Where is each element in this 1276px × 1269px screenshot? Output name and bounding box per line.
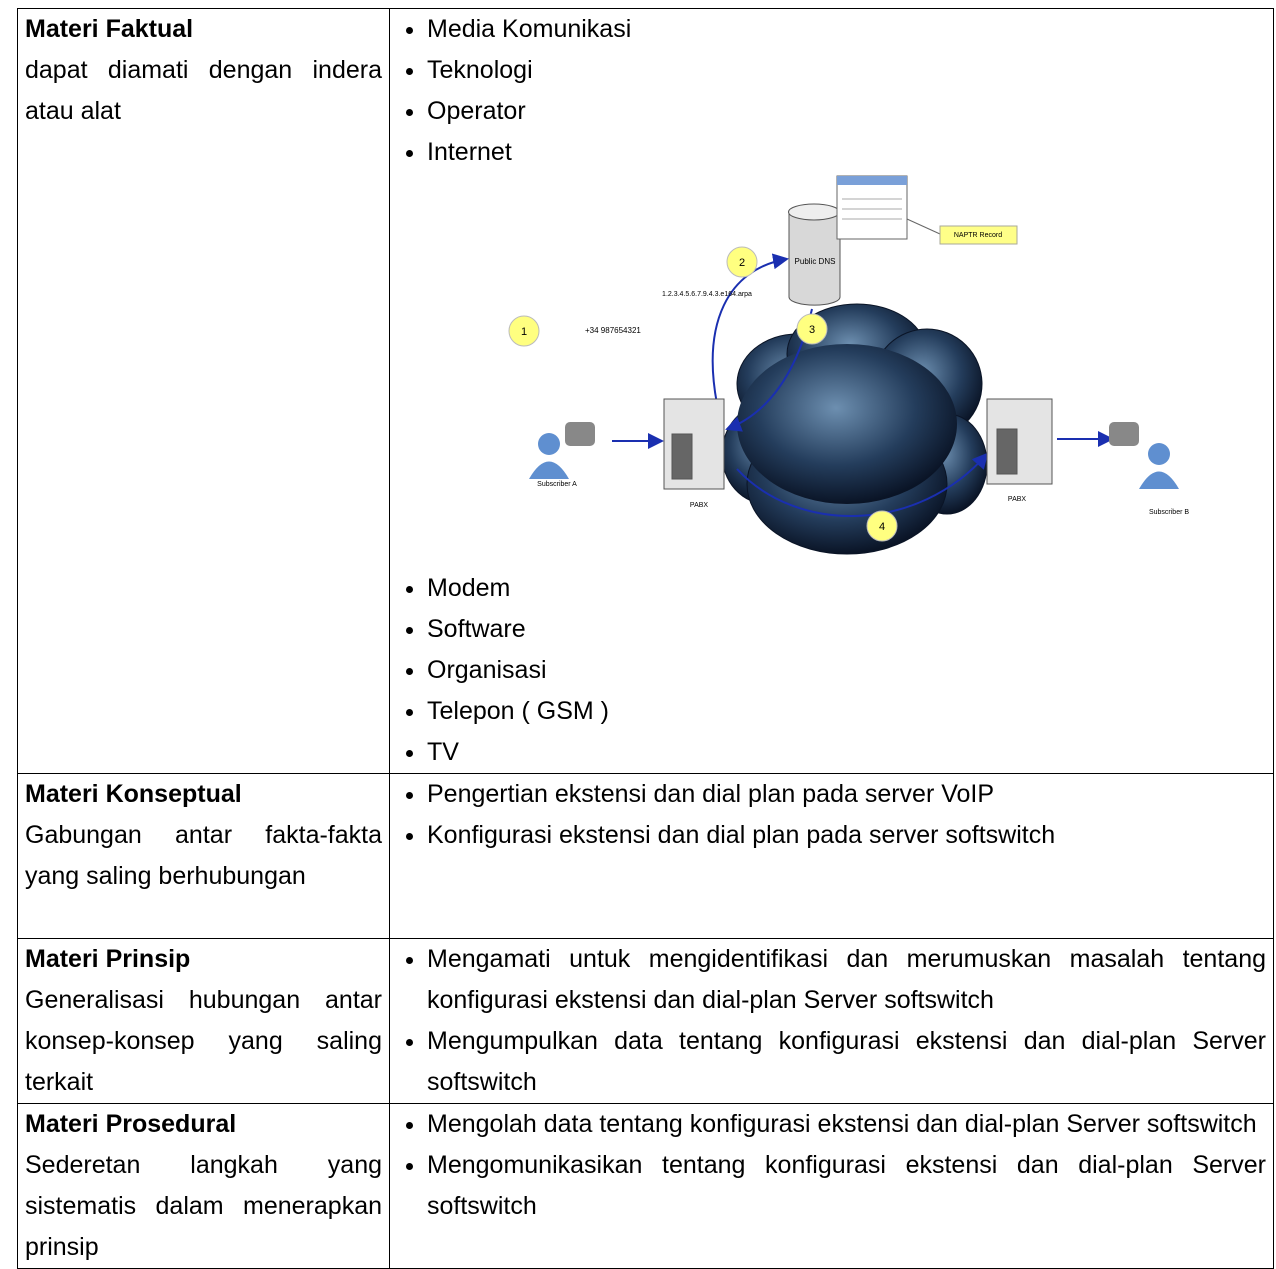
row-description: Generalisasi hubungan antar konsep-konse…: [25, 986, 382, 1096]
step-circle: [508, 315, 540, 347]
pabx-label: PABX: [1008, 496, 1026, 503]
subscriber-label: Subscriber B: [1149, 509, 1189, 516]
list: Pengertian ekstensi dan dial plan pada s…: [397, 774, 1266, 856]
row: Materi Prosedural Sederetan langkah yang …: [17, 1103, 1274, 1269]
cell: Pengertian ekstensi dan dial plan pada s…: [389, 773, 1274, 939]
list-item: Teknologi: [427, 50, 1266, 91]
row: Materi Prinsip Generalisasi hubungan anta…: [17, 938, 1274, 1104]
record-label: NAPTR Record: [954, 232, 1002, 239]
list-item: Telepon ( GSM ): [427, 691, 1266, 732]
record-window: [836, 175, 941, 240]
subscribers: [529, 422, 1179, 489]
list-item: Konfigurasi ekstensi dan dial plan pada …: [427, 815, 1266, 856]
list-item: Software: [427, 609, 1266, 650]
step-markers: 1 2 3 4: [508, 246, 898, 542]
phone-number: +34 987654321: [585, 326, 641, 335]
row: Materi Konseptual Gabungan antar fakta-fa…: [17, 773, 1274, 939]
list-item: Mengolah data tentang konfigurasi eksten…: [427, 1104, 1266, 1145]
list-item: TV: [427, 732, 1266, 773]
pabx: [663, 398, 1053, 490]
list: ModemSoftwareOrganisasiTelepon ( GSM )TV: [397, 568, 1266, 773]
step-number: 1: [521, 326, 527, 338]
pabx-label: PABX: [690, 502, 708, 509]
row-description: Gabungan antar fakta-fakta yang saling b…: [25, 821, 382, 890]
step-number: 2: [739, 257, 745, 269]
list-item: Modem: [427, 568, 1266, 609]
dns-server: [788, 203, 841, 306]
cell: Materi Faktual dapat diamati dengan inder…: [17, 8, 390, 774]
list: Media KomunikasiTeknologiOperatorInterne…: [397, 9, 1266, 173]
list-item: Mengumpulkan data tentang konfigurasi ek…: [427, 1021, 1266, 1103]
step-circle: [866, 510, 898, 542]
cell: Materi Prosedural Sederetan langkah yang …: [17, 1103, 390, 1269]
record-box: [939, 225, 1018, 245]
materi-table: Materi Faktual dapat diamati dengan inder…: [17, 8, 1274, 1269]
row-title: Materi Prinsip: [25, 945, 191, 973]
voip-diagram: Public DNS NAPTR Record PABX PABX Subscr…: [508, 175, 1189, 555]
list-item: Media Komunikasi: [427, 9, 1266, 50]
enum-domain: 1.2.3.4.5.6.7.9.4.3.e164.arpa: [662, 291, 752, 298]
list-item: Mengomunikasikan tentang konfigurasi eks…: [427, 1145, 1266, 1227]
dns-label: Public DNS: [795, 257, 836, 266]
cell: Materi Prinsip Generalisasi hubungan anta…: [17, 938, 390, 1104]
cell: Mengamati untuk mengidentifikasi dan mer…: [389, 938, 1274, 1104]
step-number: 4: [879, 521, 885, 533]
row-description: Sederetan langkah yang sistematis dalam …: [25, 1151, 382, 1261]
list: Mengamati untuk mengidentifikasi dan mer…: [397, 939, 1266, 1103]
list: Mengolah data tentang konfigurasi eksten…: [397, 1104, 1266, 1227]
step-circle: [796, 313, 828, 345]
step-number: 3: [809, 324, 815, 336]
row-title: Materi Prosedural: [25, 1110, 237, 1138]
list-item: Internet: [427, 132, 1266, 173]
list-item: Operator: [427, 91, 1266, 132]
cell: Materi Konseptual Gabungan antar fakta-fa…: [17, 773, 390, 939]
row-title: Materi Faktual: [25, 15, 194, 43]
step-circle: [726, 246, 758, 278]
row: Materi Faktual dapat diamati dengan inder…: [17, 8, 1274, 774]
cloud: [721, 303, 988, 555]
row-title: Materi Konseptual: [25, 780, 242, 808]
list-item: Mengamati untuk mengidentifikasi dan mer…: [427, 939, 1266, 1021]
row-description: dapat diamati dengan indera atau alat: [25, 56, 382, 125]
list-item: Organisasi: [427, 650, 1266, 691]
cell: Mengolah data tentang konfigurasi eksten…: [389, 1103, 1274, 1269]
cell: Media KomunikasiTeknologiOperatorInterne…: [389, 8, 1274, 774]
subscriber-label: Subscriber A: [537, 481, 577, 488]
list-item: Pengertian ekstensi dan dial plan pada s…: [427, 774, 1266, 815]
